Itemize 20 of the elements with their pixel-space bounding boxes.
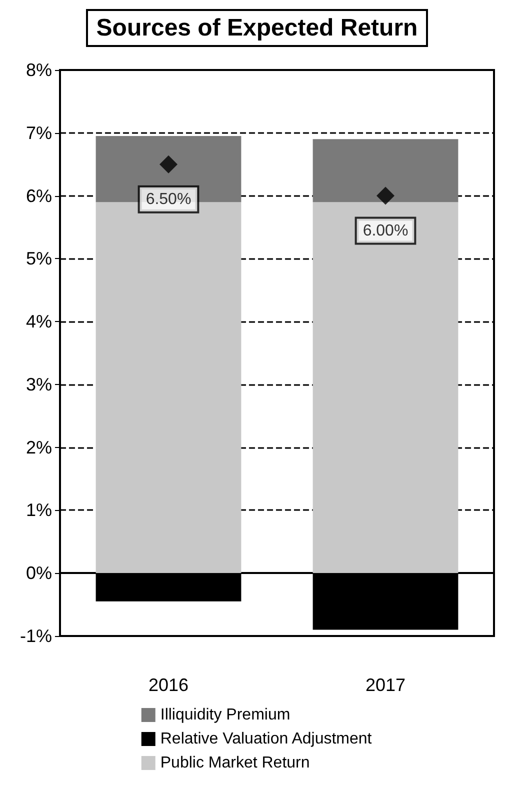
legend-label: Relative Valuation Adjustment	[160, 730, 372, 748]
y-tick-label: 6%	[26, 186, 52, 206]
x-tick-label: 2017	[365, 675, 406, 695]
y-tick-label: 5%	[26, 248, 52, 269]
y-tick-label: 8%	[26, 60, 52, 80]
y-tick-label: 2%	[26, 437, 52, 458]
bar	[312, 139, 458, 202]
legend-label: Illiquidity Premium	[160, 706, 290, 724]
data-label: 6.50%	[146, 190, 192, 208]
bar	[312, 202, 458, 574]
chart-title: Sources of Expected Return	[96, 14, 418, 42]
x-tick-label: 2016	[148, 675, 189, 695]
y-tick-label: 1%	[26, 500, 52, 520]
y-tick-label: 3%	[26, 374, 52, 394]
y-tick-label: 7%	[26, 122, 52, 143]
data-label: 6.00%	[362, 222, 408, 240]
y-tick-label: -1%	[20, 626, 52, 646]
y-tick-label: 4%	[26, 312, 52, 332]
legend-label: Public Market Return	[160, 754, 310, 772]
y-tick-label: 0%	[26, 563, 52, 584]
